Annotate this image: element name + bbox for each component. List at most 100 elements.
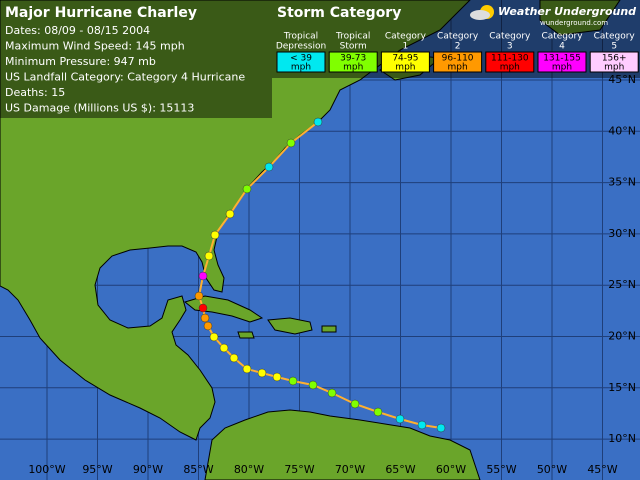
latitude-label: 20°N bbox=[608, 330, 636, 343]
logo: Weather Underground wunderground.com bbox=[470, 5, 636, 27]
legend-range: mph bbox=[343, 63, 363, 73]
legend-label: Category bbox=[385, 32, 427, 42]
legend-range: mph bbox=[500, 63, 520, 73]
track-point bbox=[200, 313, 210, 323]
legend-label: 1 bbox=[403, 42, 409, 52]
south-america bbox=[204, 409, 481, 480]
track-point bbox=[436, 423, 446, 433]
legend-label: 4 bbox=[559, 42, 565, 52]
track-point bbox=[327, 388, 337, 398]
track-point bbox=[225, 209, 235, 219]
logo-name: Weather Underground bbox=[498, 5, 636, 18]
track-point bbox=[209, 332, 219, 342]
legend-label: 3 bbox=[507, 42, 513, 52]
longitude-labels: 100°W 95°W 90°W 85°W 80°W 75°W 70°W 65°W 60°W 55°… bbox=[28, 463, 617, 476]
track-point bbox=[219, 343, 229, 353]
legend-swatch bbox=[485, 51, 535, 73]
track-point bbox=[286, 138, 296, 148]
legend-range: 156+ bbox=[602, 54, 627, 64]
track-point bbox=[204, 251, 214, 261]
land bbox=[0, 0, 621, 480]
legend-swatch bbox=[276, 51, 326, 73]
info-line: US Damage (Millions US $): 15113 bbox=[5, 102, 194, 115]
legend-label: Storm bbox=[340, 42, 367, 52]
legend-label: Tropical bbox=[283, 32, 318, 42]
legend-swatch bbox=[589, 51, 639, 73]
jamaica bbox=[237, 331, 255, 339]
legend-swatch bbox=[328, 51, 378, 73]
legend-label: 2 bbox=[455, 42, 461, 52]
track-point bbox=[308, 380, 318, 390]
storm-title: Major Hurricane Charley bbox=[5, 5, 197, 21]
longitude-label: 80°W bbox=[234, 463, 264, 476]
legend-range: 74-95 bbox=[392, 54, 418, 64]
latitude-label: 30°N bbox=[608, 227, 636, 240]
track-point bbox=[350, 399, 360, 409]
info-line: US Landfall Category: Category 4 Hurrica… bbox=[5, 71, 245, 84]
legend-range: mph bbox=[552, 63, 572, 73]
legend-label: Category bbox=[594, 32, 636, 42]
track-point bbox=[373, 407, 383, 417]
info-line: Minimum Pressure: 947 mb bbox=[5, 55, 156, 68]
track-point bbox=[210, 230, 220, 240]
longitude-label: 75°W bbox=[284, 463, 314, 476]
longitude-label: 60°W bbox=[436, 463, 466, 476]
legend-range: 39-73 bbox=[340, 54, 366, 64]
track-point bbox=[242, 364, 252, 374]
legend-range: 111-130 bbox=[491, 54, 529, 64]
track-points bbox=[194, 117, 446, 433]
track-point bbox=[242, 184, 252, 194]
track-point bbox=[272, 372, 282, 382]
track-point bbox=[395, 414, 405, 424]
track-point bbox=[313, 117, 323, 127]
legend-label: 5 bbox=[611, 42, 617, 52]
track-point bbox=[417, 420, 427, 430]
legend-swatch bbox=[537, 51, 587, 73]
track-point bbox=[257, 368, 267, 378]
legend-range: mph bbox=[604, 63, 624, 73]
legend-range: 96-110 bbox=[442, 54, 474, 64]
latitude-labels: 45°N 40°N 35°N 30°N 25°N 20°N 15°N 10°N bbox=[608, 73, 636, 445]
latitude-label: 10°N bbox=[608, 432, 636, 445]
longitude-label: 50°W bbox=[537, 463, 567, 476]
longitude-label: 55°W bbox=[486, 463, 516, 476]
latitude-label: 45°N bbox=[608, 73, 636, 86]
track-point bbox=[288, 376, 298, 386]
latitude-label: 40°N bbox=[608, 124, 636, 137]
latitude-label: 15°N bbox=[608, 381, 636, 394]
legend-range: mph bbox=[291, 63, 311, 73]
puerto-rico bbox=[321, 325, 337, 333]
logo-site: wunderground.com bbox=[540, 19, 608, 27]
info-line: Maximum Wind Speed: 145 mph bbox=[5, 40, 185, 53]
track-point bbox=[194, 291, 204, 301]
legend-label: Category bbox=[489, 32, 531, 42]
longitude-label: 85°W bbox=[183, 463, 213, 476]
latitude-label: 35°N bbox=[608, 176, 636, 189]
latitude-label: 25°N bbox=[608, 278, 636, 291]
legend-label: Category bbox=[541, 32, 583, 42]
legend-label: Depression bbox=[276, 42, 326, 52]
legend-range: < 39 bbox=[290, 54, 312, 64]
legend-label: Tropical bbox=[335, 32, 370, 42]
newfoundland bbox=[539, 0, 621, 36]
track-point bbox=[203, 321, 213, 331]
storm-info: Dates: 08/09 - 08/15 2004 Maximum Wind Sp… bbox=[5, 24, 245, 115]
longitude-label: 45°W bbox=[587, 463, 617, 476]
legend-swatch bbox=[433, 51, 483, 73]
longitude-label: 100°W bbox=[28, 463, 65, 476]
longitude-label: 95°W bbox=[82, 463, 112, 476]
legend-swatch bbox=[380, 51, 430, 73]
legend-range: mph bbox=[448, 63, 468, 73]
longitude-label: 90°W bbox=[133, 463, 163, 476]
legend-range: mph bbox=[395, 63, 415, 73]
longitude-label: 70°W bbox=[335, 463, 365, 476]
hispaniola bbox=[267, 317, 313, 335]
legend-title: Storm Category bbox=[277, 5, 401, 21]
track-point bbox=[198, 303, 208, 313]
logo-cloud bbox=[470, 10, 490, 20]
track-point bbox=[264, 162, 274, 172]
info-line: Deaths: 15 bbox=[5, 86, 65, 99]
track-point bbox=[198, 271, 208, 281]
